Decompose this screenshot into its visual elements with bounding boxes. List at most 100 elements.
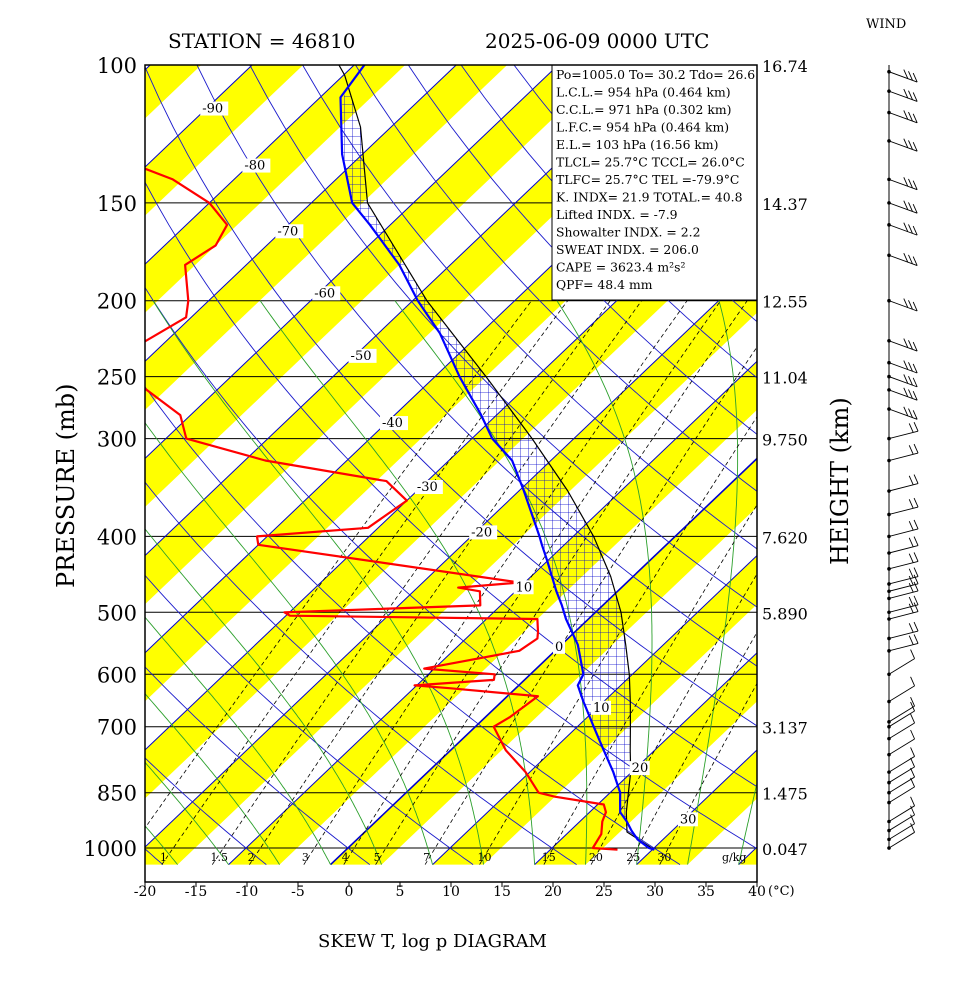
- temperature-tick-label: 20: [544, 884, 562, 900]
- temperature-tick-label: 40: [748, 884, 766, 900]
- wind-barb-feather: [908, 623, 914, 633]
- wind-barb-feather: [910, 649, 915, 659]
- wind-barb-feather: [913, 581, 919, 592]
- isotherm-line: [145, 65, 661, 557]
- wind-barb-shaft: [888, 831, 915, 849]
- isotherm-line: [432, 554, 757, 865]
- temperature-tick-label: 30: [646, 884, 664, 900]
- mixing-ratio-line: [211, 300, 611, 865]
- temperature-tick-label: 35: [697, 884, 715, 900]
- isotherm-band: [145, 167, 757, 799]
- pressure-tick-label: 100: [97, 54, 137, 78]
- sounding-traces: [145, 65, 655, 851]
- index-line: L.F.C.= 954 hPa (0.464 km): [556, 120, 729, 135]
- index-line: Showalter INDX. = 2.2: [556, 225, 700, 240]
- wind-barb-shaft: [888, 766, 915, 783]
- index-line: Po=1005.0 To= 30.2 Tdo= 26.6: [556, 67, 755, 82]
- isotherm-band: [841, 65, 960, 865]
- wind-barb-shaft: [888, 604, 919, 613]
- moist-adiabat: [259, 300, 536, 865]
- temperature-tick-label: -5: [291, 884, 305, 900]
- temperature-tick-label: 0: [345, 884, 354, 900]
- wind-barb-feather: [903, 406, 909, 417]
- dry-adiabat: [355, 65, 757, 492]
- moist-adiabat: [152, 300, 485, 865]
- isotherm-label: -70: [277, 224, 298, 239]
- wind-barb-feather: [912, 301, 918, 312]
- wind-barb-feather: [908, 603, 914, 614]
- dry-adiabat: [196, 65, 757, 667]
- isotherm-labels: -90 -80 -70 -60 -50 -40 -30 -20 10 0 10 20 30: [200, 101, 698, 827]
- dry-adiabat: [145, 666, 370, 865]
- wind-barb-feather: [908, 537, 914, 548]
- wind-barb-feather: [913, 567, 919, 577]
- wind-barb-feather: [908, 375, 913, 386]
- wind-level-dot: [887, 89, 891, 93]
- dry-adiabat: [145, 757, 267, 865]
- isotherm-label: -80: [244, 159, 265, 174]
- wind-barb-feather: [903, 338, 909, 348]
- wind-barb-feather: [908, 445, 914, 455]
- pressure-axis: 100 150 200 250 300 400 500 600 700 850 1000: [84, 54, 137, 861]
- pressure-tick-label: 400: [97, 525, 137, 549]
- wind-barb-feather: [910, 713, 915, 724]
- mixing-ratio-label: 7: [423, 851, 430, 864]
- wind-barb-shaft: [888, 814, 915, 831]
- wind-barb-feather: [908, 596, 914, 607]
- mixing-ratio-line: [145, 300, 532, 829]
- station-title: STATION = 46810: [168, 29, 356, 53]
- wind-barb-feather: [912, 113, 918, 123]
- wind-barb-feather: [908, 178, 913, 189]
- wind-barb-feather: [910, 814, 915, 824]
- height-tick-label: 11.04: [762, 369, 808, 388]
- isotherm-label: -40: [382, 416, 403, 431]
- isotherm-line: [145, 65, 457, 363]
- moist-adiabat: [145, 616, 331, 865]
- wind-barb-feather: [913, 574, 919, 585]
- wind-barb-shaft: [888, 658, 915, 675]
- wind-barb-feather: [908, 635, 914, 645]
- temperature-tick-label: 5: [396, 884, 405, 900]
- wind-barb-feather: [912, 410, 918, 420]
- isotherm-label-bg: [379, 416, 408, 431]
- index-line: K. INDX= 21.9 TOTAL.= 40.8: [556, 190, 743, 205]
- isotherm-line: [534, 652, 757, 865]
- isotherm-band: [145, 65, 202, 119]
- isotherm-label-bg: [275, 224, 304, 239]
- temperature-tick-label: -15: [185, 884, 208, 900]
- wind-barb-feather: [912, 141, 918, 152]
- wind-barb-feather: [912, 256, 918, 266]
- mixing-ratio-label: 30: [657, 851, 671, 864]
- wind-barb-feather: [903, 177, 909, 187]
- isotherm-label: 20: [632, 761, 649, 776]
- dry-adiabat: [407, 65, 757, 435]
- index-line: C.C.L.= 971 hPa (0.302 km): [556, 102, 731, 117]
- wind-barb-shaft: [888, 506, 919, 515]
- mixing-ratio-line: [375, 300, 748, 865]
- pressure-tick-label: 150: [97, 192, 137, 216]
- temperature-tick-label: -10: [236, 884, 259, 900]
- wind-barb-shaft: [888, 805, 915, 822]
- wind-barb-shaft: [888, 642, 919, 652]
- wind-barb-feather: [912, 180, 918, 190]
- moist-adiabat: [145, 422, 434, 865]
- wind-barb-feather: [910, 676, 915, 687]
- wind-barb-feather: [903, 222, 909, 232]
- isotherm-band: [145, 264, 757, 865]
- isotherm-label-bg: [513, 580, 534, 595]
- dry-adiabat: [302, 65, 757, 550]
- wind-barb-shaft: [888, 756, 915, 773]
- pressure-tick-label: 600: [97, 663, 137, 687]
- wind-barb-feather: [913, 602, 919, 612]
- pressure-tick-label: 250: [97, 366, 137, 390]
- moist-adiabat: [556, 300, 653, 865]
- isotherm-line: [145, 65, 355, 265]
- wind-barb-shaft: [888, 786, 915, 803]
- index-line: SWEAT INDX. = 206.0: [556, 242, 699, 257]
- dry-adiabat: [145, 848, 164, 865]
- mixing-ratio-label: 1.5: [210, 851, 228, 864]
- wind-barb-feather: [908, 90, 913, 100]
- pressure-tick-label: 1000: [84, 837, 137, 861]
- wind-barb-shaft: [888, 823, 915, 840]
- isotherm-label: 10: [593, 701, 610, 716]
